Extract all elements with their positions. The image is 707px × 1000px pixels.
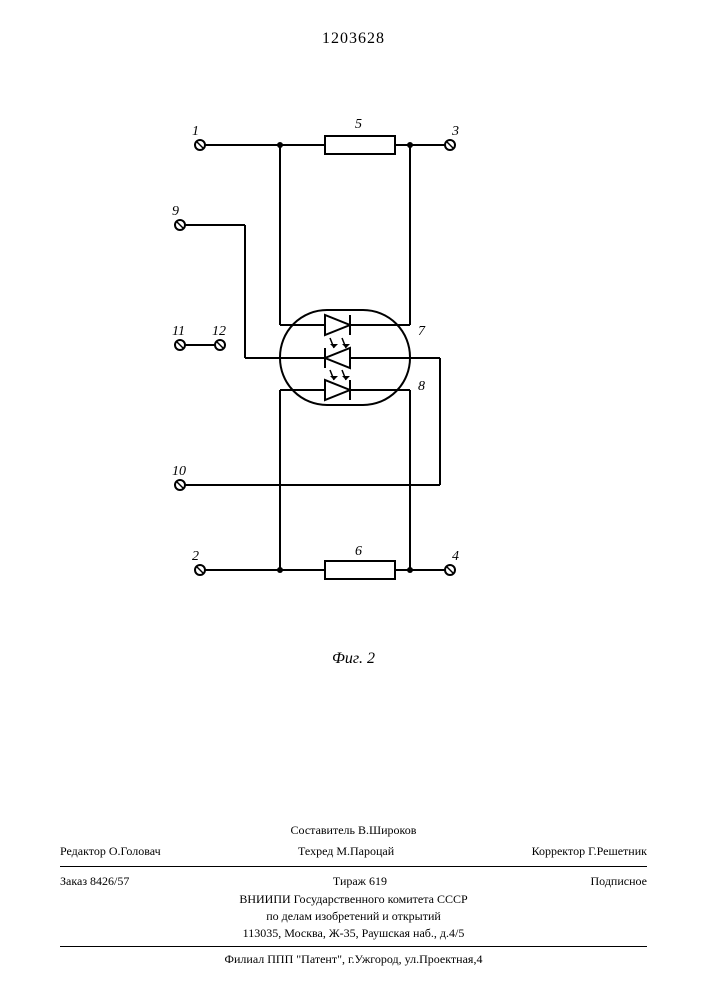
- circuit-figure: 1 3 5 9 11 12: [150, 100, 550, 650]
- patent-page: 1203628 1 3 5 9: [0, 0, 707, 1000]
- footer-block: Составитель В.Широков Редактор О.Головач…: [60, 820, 647, 968]
- document-number: 1203628: [0, 30, 707, 48]
- svg-text:9: 9: [172, 204, 179, 219]
- svg-text:5: 5: [355, 117, 362, 132]
- org-line-4: Филиал ППП "Патент", г.Ужгород, ул.Проек…: [60, 951, 647, 968]
- corrector: Корректор Г.Решетник: [532, 843, 647, 860]
- org-line-1: ВНИИПИ Государственного комитета СССР: [60, 891, 647, 908]
- svg-text:4: 4: [452, 549, 459, 564]
- divider-2: [60, 946, 647, 947]
- svg-text:11: 11: [172, 324, 185, 339]
- org-line-2: по делам изобретений и открытий: [60, 908, 647, 925]
- circuit-svg: 1 3 5 9 11 12: [150, 100, 550, 650]
- org-line-3: 113035, Москва, Ж-35, Раушская наб., д.4…: [60, 925, 647, 942]
- svg-text:6: 6: [355, 544, 362, 559]
- svg-text:10: 10: [172, 464, 186, 479]
- svg-text:2: 2: [192, 549, 199, 564]
- svg-text:3: 3: [451, 124, 459, 139]
- svg-text:7: 7: [418, 324, 426, 339]
- svg-text:12: 12: [212, 324, 226, 339]
- compiler: Составитель В.Широков: [291, 822, 417, 839]
- divider: [60, 866, 647, 867]
- svg-text:1: 1: [192, 124, 199, 139]
- svg-text:8: 8: [418, 379, 425, 394]
- editor: Редактор О.Головач: [60, 843, 161, 860]
- order-num: Заказ 8426/57: [60, 873, 129, 890]
- tirazh: Тираж 619: [333, 873, 387, 890]
- figure-label: Фиг. 2: [0, 650, 707, 668]
- tehred: Техред М.Пароцай: [298, 843, 394, 860]
- podpisnoe: Подписное: [591, 873, 648, 890]
